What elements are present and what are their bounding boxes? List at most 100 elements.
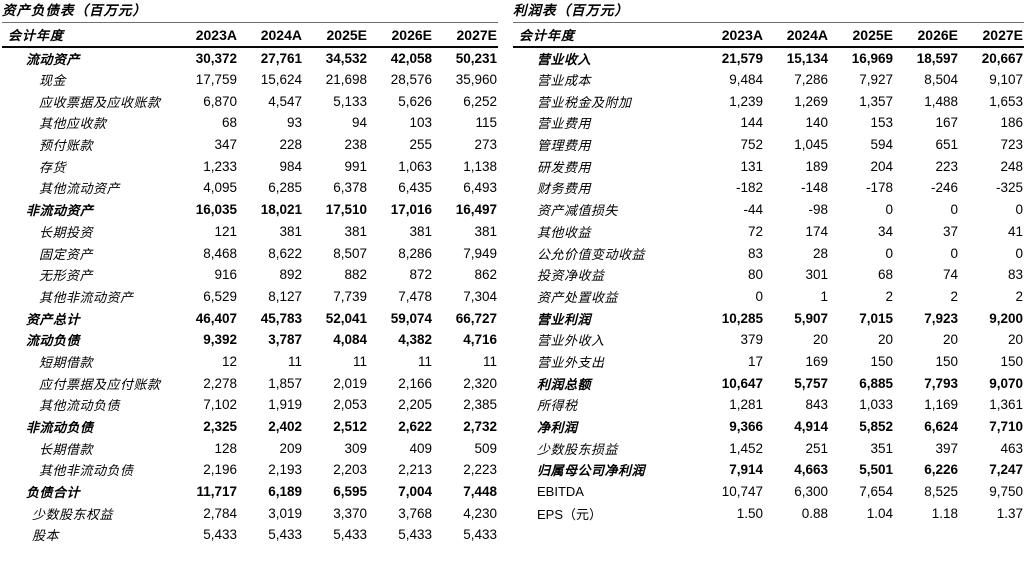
cell-value: 16,035 <box>195 202 237 218</box>
cell-value: 93 <box>286 115 302 131</box>
cell-value: 5,433 <box>463 527 497 543</box>
header-year: 2023A <box>699 23 764 48</box>
cell-value: 28,576 <box>390 72 432 88</box>
cell-value: 2 <box>950 288 958 304</box>
cell-value: 6,285 <box>268 180 302 196</box>
income-statement-table: 利润表（百万元） 会计年度 2023A 2024A 2025E 2026E 2027E 营… <box>513 2 1024 546</box>
cell-value: 3,019 <box>268 505 302 521</box>
table-row: 非流动负债 2,325 2,402 2,512 2,622 2,732 <box>2 416 498 438</box>
row-label: 流动资产 <box>26 52 81 68</box>
cell-value: 21,579 <box>721 50 763 66</box>
row-label: 短期借款 <box>39 355 94 371</box>
cell-value: 5,907 <box>794 310 828 326</box>
cell-value: 273 <box>474 137 497 153</box>
row-label: EBITDA <box>537 484 584 500</box>
cell-value: 872 <box>409 267 432 283</box>
cell-value: 7,923 <box>924 310 958 326</box>
cell-value: 2,019 <box>333 375 367 391</box>
cell-value: 7,102 <box>203 397 237 413</box>
cell-value: 916 <box>214 267 237 283</box>
cell-value: 4,095 <box>203 180 237 196</box>
cell-value: 1 <box>820 288 828 304</box>
cell-value: 68 <box>877 267 893 283</box>
cell-value: 1,233 <box>203 158 237 174</box>
table-row: 净利润 9,366 4,914 5,852 6,624 7,710 <box>513 416 1024 438</box>
cell-value: 8,286 <box>398 245 432 261</box>
cell-value: 309 <box>344 440 367 456</box>
table-row: 资产处置收益 0 1 2 2 2 <box>513 286 1024 308</box>
cell-value: 7,739 <box>333 288 367 304</box>
row-label: 应付票据及应付账款 <box>39 377 161 393</box>
row-label: 公允价值变动收益 <box>537 247 646 263</box>
cell-value: 6,595 <box>333 484 367 500</box>
cell-value: 984 <box>279 158 302 174</box>
table-row: 利润总额 10,647 5,757 6,885 7,793 9,070 <box>513 372 1024 394</box>
row-label: 其他非流动负债 <box>39 464 134 480</box>
row-label: 管理费用 <box>537 139 592 155</box>
cell-value: 7,927 <box>859 72 893 88</box>
cell-value: 2,203 <box>333 462 367 478</box>
cell-value: 20 <box>1007 332 1023 348</box>
cell-value: 16,497 <box>455 202 497 218</box>
cell-value: 397 <box>935 440 958 456</box>
cell-value: 5,433 <box>398 527 432 543</box>
table-row: 营业外支出 17 169 150 150 150 <box>513 351 1024 373</box>
cell-value: 351 <box>870 440 893 456</box>
table-row: EBITDA 10,747 6,300 7,654 8,525 9,750 <box>513 481 1024 503</box>
cell-value: 7,004 <box>398 484 432 500</box>
cell-value: 204 <box>870 158 893 174</box>
cell-value: 6,378 <box>333 180 367 196</box>
cell-value: 7,247 <box>989 462 1023 478</box>
table-row: 公允价值变动收益 83 28 0 0 0 <box>513 242 1024 264</box>
cell-value: 0 <box>950 202 958 218</box>
cell-value: 34,532 <box>325 50 367 66</box>
cell-value: 140 <box>805 115 828 131</box>
cell-value: 991 <box>344 158 367 174</box>
table-row: 无形资产 916 892 882 872 862 <box>2 264 498 286</box>
cell-value: 15,134 <box>786 50 828 66</box>
financial-statements-panel: 资产负债表（百万元） 会计年度 2023A 2024A 2025E 2026E 2027E… <box>2 2 1024 546</box>
cell-value: 11 <box>287 353 302 369</box>
cell-value: 843 <box>805 397 828 413</box>
cell-value: 2,213 <box>398 462 432 478</box>
row-label: 现金 <box>39 74 67 90</box>
table-row: 营业收入 21,579 15,134 16,969 18,597 20,667 <box>513 47 1024 69</box>
cell-value: 1,361 <box>989 397 1023 413</box>
table-row: 其他流动负债 7,102 1,919 2,053 2,205 2,385 <box>2 394 498 416</box>
cell-value: 167 <box>935 115 958 131</box>
cell-value: 18,021 <box>260 202 302 218</box>
cell-value: 1.50 <box>736 505 763 521</box>
row-label: 资产处置收益 <box>537 290 619 306</box>
cell-value: 2,622 <box>398 419 432 435</box>
row-label: 其他应收款 <box>39 117 107 133</box>
cell-value: 4,230 <box>463 505 497 521</box>
cell-value: 238 <box>344 137 367 153</box>
cell-value: 7,286 <box>794 72 828 88</box>
row-label: 无形资产 <box>39 269 94 285</box>
cell-value: 1,138 <box>463 158 497 174</box>
cell-value: 1,488 <box>924 93 958 109</box>
cell-value: 6,226 <box>924 462 958 478</box>
cell-value: 186 <box>1000 115 1023 131</box>
table-row: 营业税金及附加 1,239 1,269 1,357 1,488 1,653 <box>513 90 1024 112</box>
cell-value: 6,529 <box>203 288 237 304</box>
cell-value: 2,223 <box>463 462 497 478</box>
table-row: 非流动资产 16,035 18,021 17,510 17,016 16,497 <box>2 199 498 221</box>
table-row: 所得税 1,281 843 1,033 1,169 1,361 <box>513 394 1024 416</box>
cell-value: 4,914 <box>794 419 828 435</box>
row-label: 营业外收入 <box>537 334 605 350</box>
cell-value: 0 <box>885 202 893 218</box>
cell-value: 28 <box>812 245 828 261</box>
cell-value: 7,914 <box>729 462 763 478</box>
cell-value: 223 <box>935 158 958 174</box>
row-label: 负债合计 <box>26 486 81 502</box>
table-row: 管理费用 752 1,045 594 651 723 <box>513 134 1024 156</box>
header-year: 2024A <box>238 23 303 48</box>
cell-value: 9,107 <box>989 72 1023 88</box>
header-fiscal-year-label: 会计年度 <box>2 23 173 48</box>
cell-value: 6,189 <box>268 484 302 500</box>
cell-value: 17,016 <box>390 202 432 218</box>
cell-value: 8,504 <box>924 72 958 88</box>
cell-value: 8,468 <box>203 245 237 261</box>
row-label: 非流动资产 <box>26 204 94 220</box>
